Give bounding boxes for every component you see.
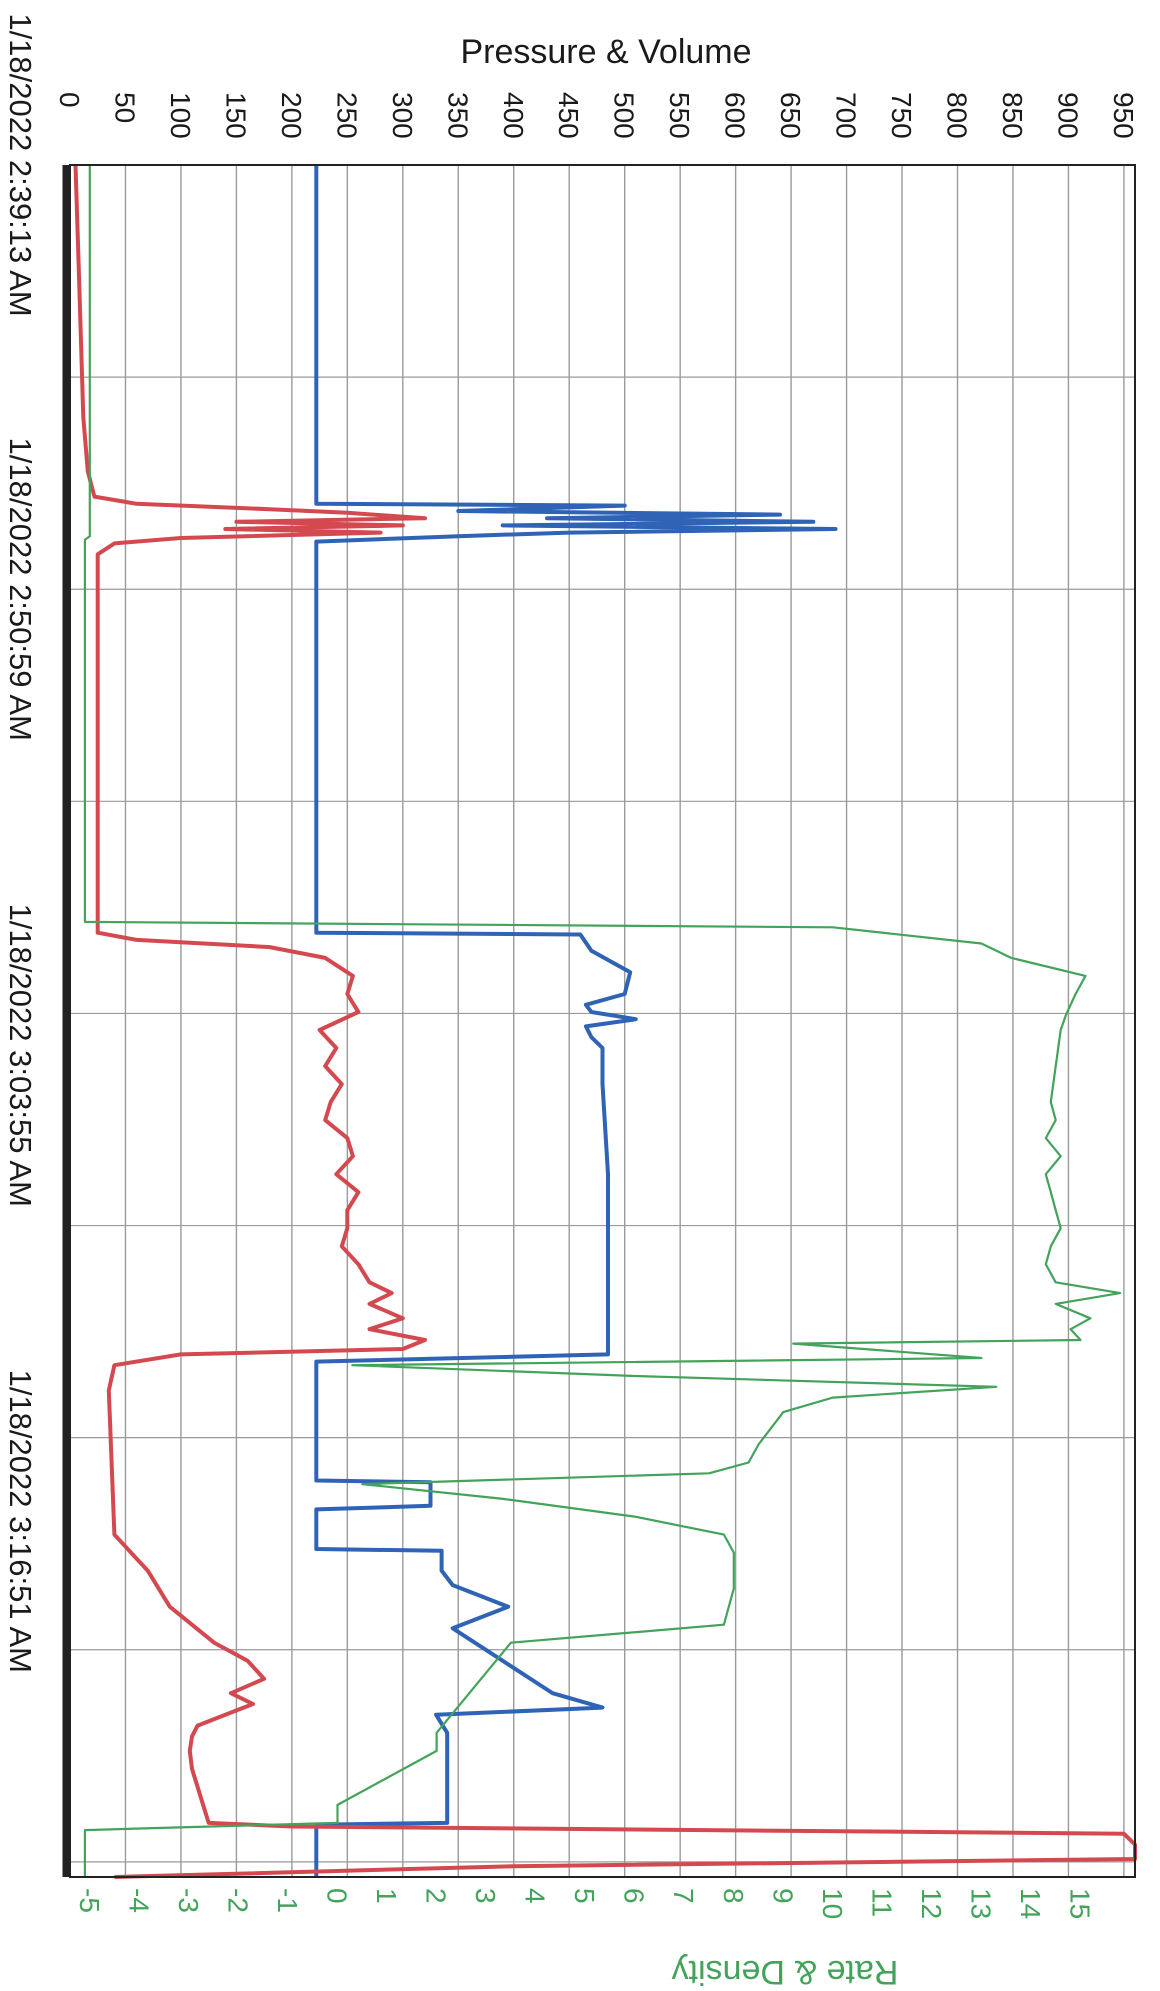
primary-tick-label: 650: [775, 92, 806, 139]
tick-layer: 0 50 100 150 200 250 300 350 400 450 500 550 600 650 7…: [3, 13, 1139, 1919]
secondary-tick-label: 13: [965, 1888, 996, 1919]
primary-tick-label: 0: [54, 92, 85, 108]
primary-axis-title: Pressure & Volume: [460, 33, 751, 71]
primary-tick-label: 600: [720, 92, 751, 139]
time-tick-label: 1/18/2022 3:03:55 AM: [3, 904, 38, 1207]
primary-tick-label: 550: [664, 92, 695, 139]
primary-tick-label: 250: [331, 92, 362, 139]
primary-tick-label: 800: [942, 92, 973, 139]
time-tick-label: 1/18/2022 2:39:13 AM: [3, 13, 38, 316]
secondary-tick-label: 11: [866, 1888, 897, 1917]
secondary-tick-label: 4: [520, 1888, 551, 1904]
secondary-tick-label: -5: [74, 1888, 105, 1913]
secondary-tick-label: 12: [916, 1888, 947, 1919]
secondary-axis-title: Rate & Density: [672, 1953, 899, 1991]
secondary-tick-label: -1: [272, 1888, 303, 1913]
primary-tick-label: 400: [498, 92, 529, 139]
series-layer: [73, 164, 1137, 1879]
secondary-tick-label: -3: [173, 1888, 204, 1913]
primary-tick-label: 300: [387, 92, 418, 139]
series-line-2: [73, 164, 1137, 1879]
primary-tick-label: 950: [1108, 92, 1139, 139]
secondary-tick-label: 6: [619, 1888, 650, 1904]
secondary-tick-label: 7: [668, 1888, 699, 1904]
secondary-tick-label: -2: [222, 1888, 253, 1913]
secondary-tick-label: 8: [718, 1888, 749, 1904]
primary-tick-label: 500: [609, 92, 640, 139]
primary-tick-label: 750: [886, 92, 917, 139]
series-line-3: [83, 165, 1122, 1877]
frame-layer: [62, 164, 1136, 1878]
time-tick-label: 1/18/2022 2:50:59 AM: [3, 438, 38, 741]
primary-tick-label: 50: [109, 92, 140, 123]
secondary-tick-label: 2: [421, 1888, 452, 1904]
primary-tick-label: 200: [276, 92, 307, 139]
primary-tick-label: 450: [553, 92, 584, 139]
primary-tick-label: 150: [220, 92, 251, 139]
series-line-1: [314, 165, 838, 1877]
secondary-tick-label: 10: [817, 1888, 848, 1919]
secondary-tick-label: 1: [371, 1888, 402, 1904]
secondary-tick-label: -4: [123, 1888, 154, 1913]
secondary-tick-label: 15: [1065, 1888, 1096, 1919]
secondary-tick-label: 3: [470, 1888, 501, 1904]
secondary-tick-label: 9: [767, 1888, 798, 1904]
grid-layer: [69, 164, 1135, 1877]
primary-tick-label: 350: [442, 92, 473, 139]
secondary-tick-label: 5: [569, 1888, 600, 1904]
primary-tick-label: 900: [1052, 92, 1083, 139]
plot-frame: [69, 164, 1136, 1878]
time-tick-label: 1/18/2022 3:16:51 AM: [3, 1370, 38, 1673]
primary-tick-label: 850: [997, 92, 1028, 139]
primary-tick-label: 100: [165, 92, 196, 139]
secondary-tick-label: 0: [321, 1888, 352, 1904]
primary-tick-label: 700: [831, 92, 862, 139]
secondary-tick-label: 14: [1015, 1888, 1046, 1919]
